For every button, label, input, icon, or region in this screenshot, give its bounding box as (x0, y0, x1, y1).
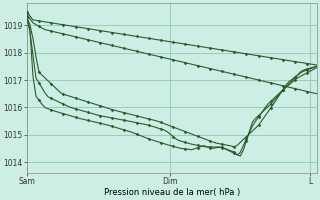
X-axis label: Pression niveau de la mer( hPa ): Pression niveau de la mer( hPa ) (104, 188, 240, 197)
